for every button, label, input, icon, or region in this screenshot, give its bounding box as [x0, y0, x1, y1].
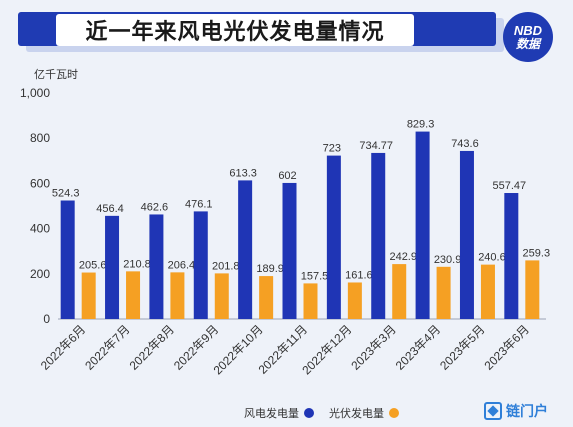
bar-solar	[525, 260, 540, 319]
bar-wind	[326, 155, 341, 319]
bar-wind	[60, 200, 75, 319]
bar-solar	[303, 283, 318, 319]
data-label-wind: 476.1	[185, 198, 213, 210]
legend-wind: 风电发电量	[244, 405, 314, 421]
bar-wind	[415, 131, 430, 319]
bar-wind	[238, 180, 253, 319]
bar-solar	[480, 264, 495, 319]
data-label-wind: 462.6	[141, 201, 169, 213]
data-label-solar: 259.3	[523, 247, 551, 259]
data-label-wind: 734.77	[359, 140, 393, 152]
x-tick-label: 2023年4月	[393, 322, 443, 372]
data-label-solar: 157.5	[301, 270, 329, 282]
bar-wind	[282, 182, 297, 319]
x-tick-label: 2023年5月	[437, 322, 487, 372]
x-tick-label: 2023年3月	[348, 322, 398, 372]
data-label-solar: 189.9	[256, 263, 284, 275]
logo-text-nbd: NBD	[513, 22, 543, 38]
data-label-wind: 723	[323, 143, 341, 155]
chart-title: 近一年来风电光伏发电量情况	[56, 14, 414, 46]
legend-wind-label: 风电发电量	[244, 408, 299, 420]
y-tick-label: 800	[30, 131, 50, 145]
logo-text-data: 数据	[515, 36, 540, 51]
bar-wind	[193, 211, 208, 319]
bar-solar	[126, 271, 141, 319]
bar-solar	[347, 282, 362, 319]
data-label-wind: 557.47	[492, 180, 526, 192]
brand-logo: 链门户	[484, 399, 564, 423]
y-tick-label: 0	[43, 312, 50, 326]
brand-name: 链门户	[506, 403, 548, 419]
data-label-solar: 205.6	[79, 260, 107, 272]
bar-solar	[436, 266, 451, 319]
brand-icon	[484, 402, 502, 420]
x-tick-label: 2022年6月	[38, 322, 88, 372]
bar-wind	[149, 214, 164, 319]
data-label-solar: 161.6	[345, 269, 373, 281]
data-label-solar: 201.8	[212, 260, 240, 272]
y-tick-label: 400	[30, 222, 50, 236]
x-tick-label: 2022年8月	[127, 322, 177, 372]
y-tick-label: 200	[30, 267, 50, 281]
bar-wind	[371, 152, 386, 319]
bar-wind	[105, 215, 120, 319]
legend-solar-swatch	[389, 408, 399, 418]
data-label-wind: 602	[278, 170, 296, 182]
bar-solar	[170, 272, 185, 319]
legend-wind-swatch	[304, 408, 314, 418]
data-label-solar: 210.8	[123, 258, 151, 270]
legend-solar: 光伏发电量	[329, 405, 399, 421]
x-tick-label: 2023年6月	[481, 322, 531, 372]
bar-solar	[81, 272, 96, 319]
data-label-wind: 743.6	[451, 138, 479, 150]
x-tick-label: 2022年7月	[82, 322, 132, 372]
data-label-solar: 230.9	[434, 254, 462, 266]
y-axis-unit: 亿千瓦时	[34, 69, 78, 81]
y-tick-label: 600	[30, 176, 50, 190]
data-label-wind: 524.3	[52, 188, 80, 200]
data-label-wind: 829.3	[407, 119, 435, 131]
bar-wind	[459, 150, 474, 319]
bar-wind	[504, 193, 519, 319]
data-label-wind: 456.4	[96, 203, 124, 215]
bar-solar	[259, 276, 274, 319]
data-label-wind: 613.3	[229, 167, 257, 179]
data-label-solar: 242.9	[389, 251, 417, 263]
legend-solar-label: 光伏发电量	[329, 408, 384, 420]
bar-solar	[214, 273, 229, 319]
data-label-solar: 206.4	[168, 259, 196, 271]
bar-solar	[392, 264, 407, 319]
y-tick-label: 1,000	[20, 86, 50, 100]
data-label-solar: 240.6	[478, 252, 506, 264]
nbd-logo: NBD 数据	[503, 12, 553, 62]
